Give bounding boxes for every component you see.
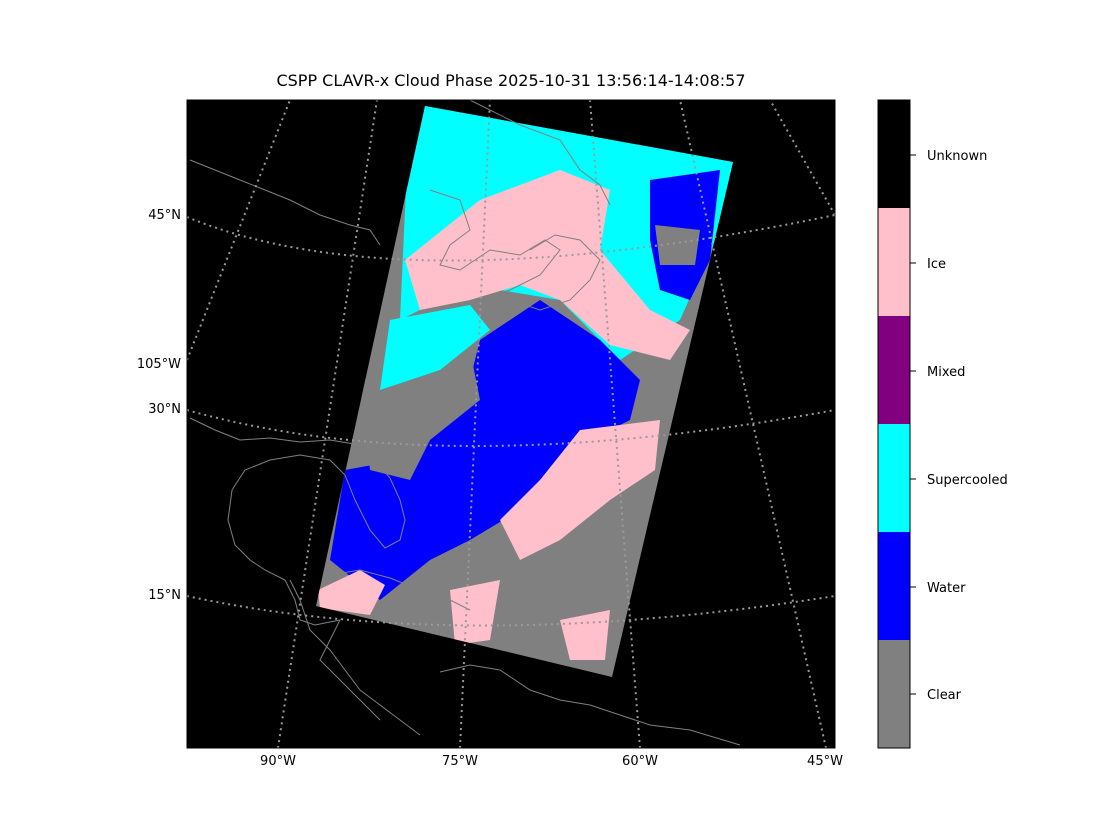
meridian-105w	[187, 100, 291, 361]
longitude-labels: 90°W 75°W 60°W 45°W	[260, 754, 843, 769]
colorbar-swatch-mixed	[878, 316, 910, 424]
colorbar-swatch-water	[878, 532, 910, 640]
lon-label-45w: 45°W	[807, 754, 843, 769]
latitude-labels: 45°N 105°W 30°N 15°N	[137, 208, 181, 603]
colorbar-label-unknown: Unknown	[927, 149, 987, 164]
map-frame	[186, 99, 836, 749]
labrador-coast	[469, 100, 611, 206]
lat-label-30n: 30°N	[148, 402, 181, 417]
lat-label-45n: 45°N	[148, 208, 181, 223]
meridian-45w	[679, 100, 827, 748]
colorbar-swatch-ice	[878, 208, 910, 316]
colorbar-label-ice: Ice	[927, 257, 946, 272]
great-lakes-coast	[429, 189, 561, 301]
swath-ice-southeast-lower	[560, 610, 610, 660]
lon-label-60w: 60°W	[622, 754, 658, 769]
coastlines	[189, 100, 741, 746]
us-canada-border	[189, 159, 381, 246]
lon-label-75w: 75°W	[442, 754, 478, 769]
map-panel	[187, 100, 835, 748]
swath-ice-south	[450, 580, 500, 645]
colorbar-swatch-clear	[878, 640, 910, 748]
cuba-coast	[329, 569, 471, 611]
meridian-60w	[589, 100, 641, 748]
lon-label-105w: 105°W	[137, 357, 181, 372]
colorbar-label-supercooled: Supercooled	[927, 473, 1008, 488]
colorbar-swatch-unknown	[878, 100, 910, 208]
colorbar-label-water: Water	[927, 581, 966, 596]
map-title: CSPP CLAVR-x Cloud Phase 2025-10-31 13:5…	[276, 71, 745, 90]
colorbar-label-mixed: Mixed	[927, 365, 965, 380]
graticule	[187, 100, 835, 748]
parallel-15n	[187, 595, 835, 627]
colorbar: Unknown Ice Mixed Supercooled Water Clea…	[877, 99, 1008, 749]
swath-ice-southwest	[318, 570, 385, 615]
colorbar-label-clear: Clear	[927, 688, 962, 703]
swath-ice-southeast	[500, 420, 660, 560]
colorbar-frame	[877, 99, 911, 749]
colorbar-swatch-supercooled	[878, 424, 910, 532]
swath-clear-east	[655, 225, 700, 265]
meridian-75w	[459, 100, 491, 748]
central-america-coast	[289, 579, 421, 736]
atlantic-coast	[509, 234, 601, 311]
swath-water-central	[330, 300, 640, 600]
swath-supercooled-west	[380, 305, 490, 390]
lat-label-15n: 15°N	[148, 588, 181, 603]
gulf-coast	[189, 417, 406, 721]
lon-label-90w: 90°W	[260, 754, 296, 769]
meridian-90w	[277, 100, 378, 748]
meridian-30w	[769, 100, 835, 216]
caribbean-coast	[439, 664, 741, 746]
